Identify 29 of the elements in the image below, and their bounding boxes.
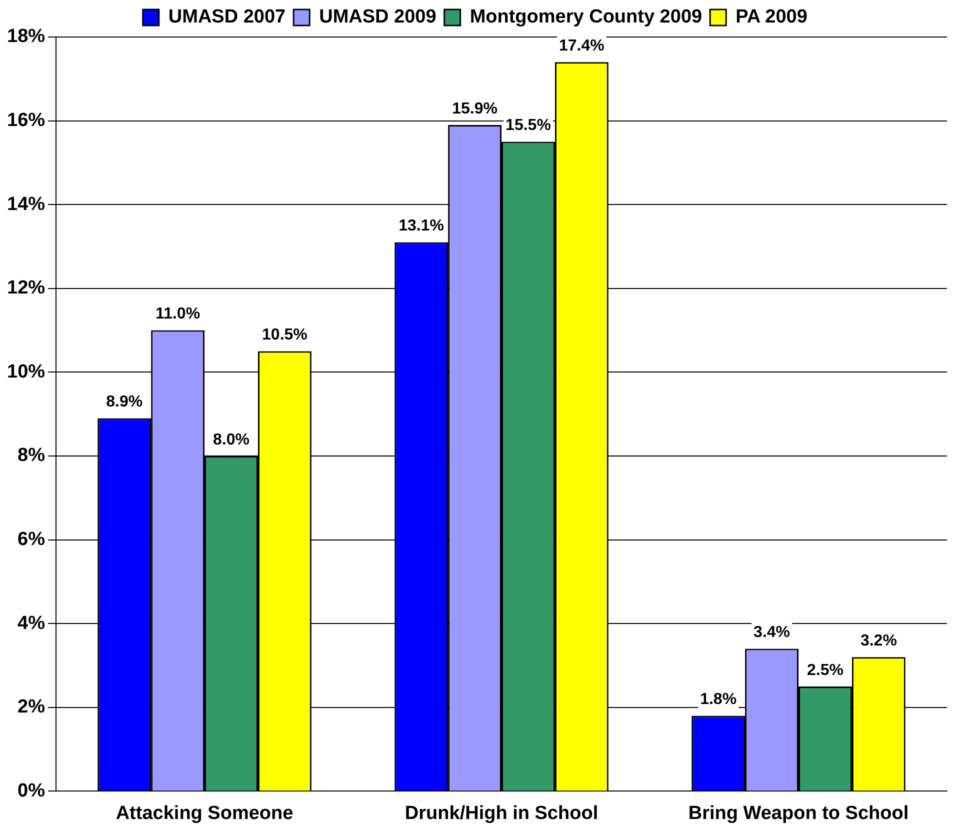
x-tick-label: Attacking Someone <box>116 802 294 824</box>
data-label: 15.5% <box>506 117 551 134</box>
data-label: 17.4% <box>559 38 604 55</box>
y-tick-label: 14% <box>6 194 46 215</box>
y-tick-label: 4% <box>18 612 46 634</box>
x-tick-label: Bring Weapon to School <box>688 802 909 824</box>
y-tick-label: 12% <box>6 278 46 299</box>
data-label: 8.0% <box>213 431 250 448</box>
data-label: 2.5% <box>807 662 844 679</box>
data-label: 10.5% <box>262 326 308 344</box>
data-label: 15.9% <box>452 100 498 118</box>
y-tick-label: 2% <box>18 696 46 718</box>
y-tick-label: 10% <box>6 361 46 382</box>
y-tick-label: 0% <box>18 780 46 802</box>
y-tick-label: 18% <box>6 26 46 48</box>
legend-label: PA 2009 <box>736 6 808 28</box>
data-label: 13.1% <box>398 218 444 235</box>
data-label: 3.2% <box>860 632 897 650</box>
y-tick-label: 16% <box>6 110 46 132</box>
legend-label: UMASD 2009 <box>319 6 436 28</box>
legend-label: UMASD 2007 <box>168 6 286 28</box>
data-label: 3.4% <box>754 624 790 642</box>
data-label: 11.0% <box>156 306 200 323</box>
data-label: 1.8% <box>700 691 737 708</box>
legend-label: Montgomery County 2009 <box>470 6 702 28</box>
y-tick-label: 8% <box>18 445 46 466</box>
data-label: 8.9% <box>106 394 143 411</box>
x-tick-label: Drunk/High in School <box>404 802 598 824</box>
y-tick-label: 6% <box>18 529 46 550</box>
